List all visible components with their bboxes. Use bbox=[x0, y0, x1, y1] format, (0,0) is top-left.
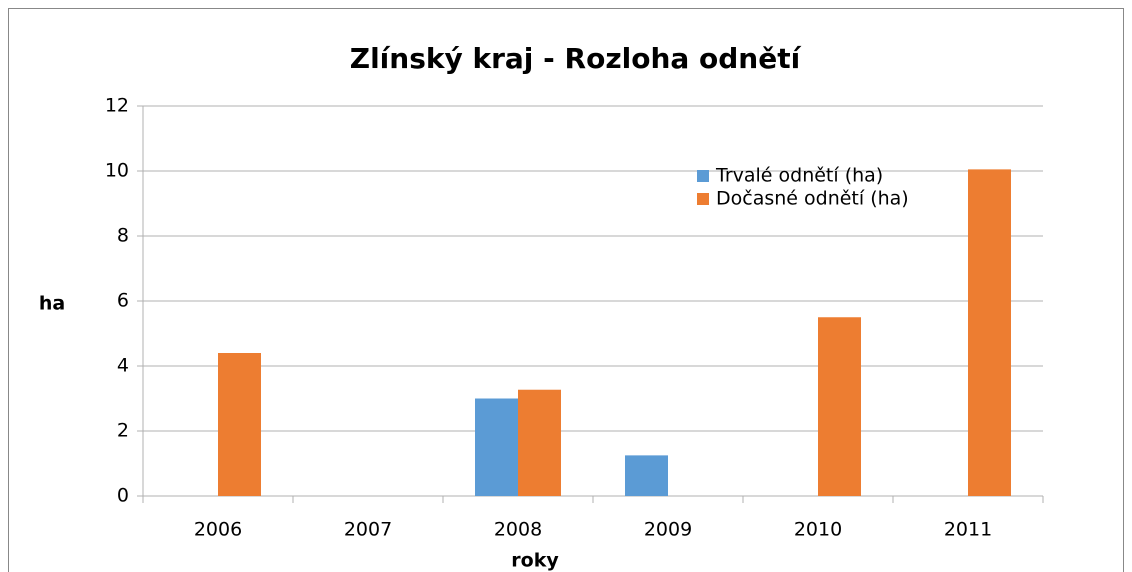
y-tick-label: 8 bbox=[117, 225, 129, 247]
bar bbox=[518, 389, 561, 496]
y-tick-label: 6 bbox=[117, 290, 129, 312]
legend-label: Dočasné odnětí (ha) bbox=[716, 188, 909, 210]
x-axis-label: roky bbox=[511, 550, 559, 572]
x-tick-label: 2011 bbox=[944, 519, 992, 541]
y-tick-label: 0 bbox=[117, 485, 129, 507]
legend-swatch bbox=[697, 193, 709, 205]
y-tick-label: 4 bbox=[117, 355, 129, 377]
y-tick-label: 10 bbox=[105, 160, 129, 182]
chart-title: Zlínský kraj - Rozloha odnětí bbox=[350, 42, 802, 75]
y-axis-label: ha bbox=[39, 293, 65, 315]
x-tick-label: 2007 bbox=[344, 519, 392, 541]
bar bbox=[475, 398, 518, 496]
legend-label: Trvalé odnětí (ha) bbox=[715, 165, 883, 187]
x-tick-label: 2006 bbox=[194, 519, 242, 541]
bar bbox=[968, 169, 1011, 496]
chart-border bbox=[8, 8, 1124, 572]
x-tick-label: 2010 bbox=[794, 519, 842, 541]
legend-swatch bbox=[697, 170, 709, 182]
y-tick-label: 12 bbox=[105, 95, 129, 117]
x-tick-label: 2008 bbox=[494, 519, 542, 541]
bar bbox=[218, 353, 261, 496]
bar bbox=[818, 317, 861, 496]
x-tick-label: 2009 bbox=[644, 519, 692, 541]
y-tick-label: 2 bbox=[117, 420, 129, 442]
bar bbox=[625, 455, 668, 496]
